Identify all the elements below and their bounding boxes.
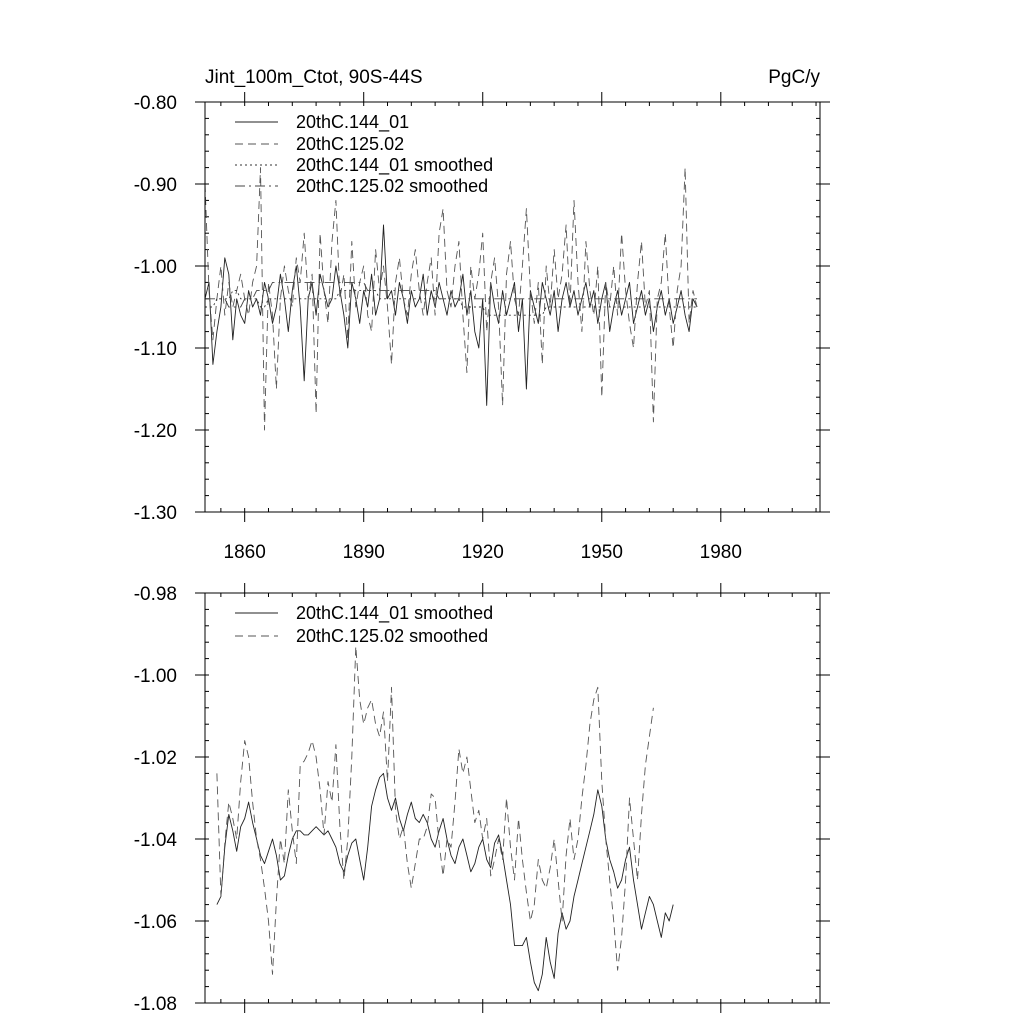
top-legend-label-3: 20thC.125.02 smoothed [296,176,488,196]
bottom-y-tick-label: -1.02 [134,748,177,769]
top-x-tick-label: 1950 [581,542,623,563]
top-plot-area: -0.80 -0.90 -1.00 -1.10 -1.20 -1.30 1860 1890 19… [134,92,830,563]
top-y-tick-label: -1.30 [134,503,177,524]
bottom-y-tick-label: -1.08 [134,994,177,1015]
bottom-y-tick-label: -1.00 [134,666,177,687]
bottom-y-tick-label: -1.06 [134,912,177,933]
bottom-panel: -0.98 -1.00 -1.02 -1.04 -1.06 -1.08 20thC.144… [134,583,830,1015]
top-x-tick-label: 1860 [224,542,266,563]
top-legend-label-2: 20thC.144_01 smoothed [296,155,493,176]
top-y-tick-label: -1.00 [134,257,177,278]
bottom-legend-label-1: 20thC.125.02 smoothed [296,626,488,646]
top-y-tick-label: -1.10 [134,339,177,360]
bottom-legend: 20thC.144_01 smoothed 20thC.125.02 smoot… [235,603,493,646]
top-series-line-2 [205,290,697,316]
top-series-line-0 [204,224,698,406]
bottom-plot-area: -0.98 -1.00 -1.02 -1.04 -1.06 -1.08 [134,583,830,1015]
top-legend: 20thC.144_01 20thC.125.02 20thC.144_01 s… [235,112,493,196]
top-x-tick-label: 1920 [462,542,504,563]
top-x-tick-label: 1980 [700,542,742,563]
top-plot-frame [204,101,821,513]
top-x-tick-label: 1890 [343,542,385,563]
bottom-series-line-1 [216,645,654,975]
top-panel: Jint_100m_Ctot, 90S-44S PgC/y -0.80 -0.90… [134,67,830,563]
top-chart-units: PgC/y [768,67,820,88]
bottom-y-tick-label: -1.04 [134,830,178,851]
top-series-line-3 [205,281,697,308]
bottom-series-line-0 [216,772,674,992]
bottom-plot-frame [204,592,821,1004]
top-y-tick-label: -1.20 [134,421,177,442]
bottom-y-tick-label: -0.98 [134,584,177,605]
bottom-legend-label-0: 20thC.144_01 smoothed [296,603,493,624]
top-series-line-1 [204,167,698,431]
top-legend-label-1: 20thC.125.02 [296,134,404,154]
top-y-tick-label: -0.90 [134,175,177,196]
top-y-tick-label: -0.80 [134,93,177,114]
top-legend-label-0: 20thC.144_01 [296,112,409,133]
top-chart-title: Jint_100m_Ctot, 90S-44S [205,67,423,88]
